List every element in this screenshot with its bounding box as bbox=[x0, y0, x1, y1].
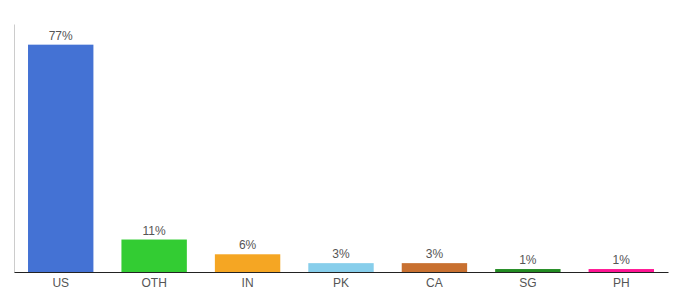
x-tick: IN bbox=[242, 276, 254, 290]
bar bbox=[215, 254, 280, 272]
data-label: 1% bbox=[519, 253, 537, 267]
x-tick-label: US bbox=[52, 276, 69, 290]
data-labels: 77% 11% 6% 3% 3% 1% 1% bbox=[49, 29, 631, 267]
x-tick: SG bbox=[519, 276, 536, 290]
y-axis bbox=[14, 25, 15, 273]
bar bbox=[121, 240, 186, 272]
x-tick: OTH bbox=[141, 276, 166, 290]
x-tick-label: OTH bbox=[141, 276, 166, 290]
data-label: 3% bbox=[426, 247, 444, 261]
x-tick-label: PK bbox=[333, 276, 349, 290]
y-axis-line bbox=[14, 25, 15, 273]
data-label: 77% bbox=[49, 29, 73, 43]
plot: US OTH IN PK CA SG PH 77% 11% 6% 3% 3% 1% 1% bbox=[15, 25, 669, 290]
bar bbox=[308, 263, 373, 272]
data-label: 6% bbox=[239, 238, 257, 252]
bar bbox=[495, 269, 560, 272]
data-label: 1% bbox=[613, 253, 631, 267]
x-tick: CA bbox=[426, 276, 443, 290]
x-tick: US bbox=[52, 276, 69, 290]
x-tick: PK bbox=[333, 276, 349, 290]
x-tick: PH bbox=[613, 276, 630, 290]
bar bbox=[28, 45, 93, 272]
x-tick-label: IN bbox=[242, 276, 254, 290]
x-tick-label: CA bbox=[426, 276, 443, 290]
bar bbox=[589, 269, 654, 272]
chart: US OTH IN PK CA SG PH 77% 11% 6% 3% 3% 1% 1% bbox=[0, 0, 680, 300]
x-axis: US OTH IN PK CA SG PH bbox=[15, 273, 669, 290]
data-label: 3% bbox=[332, 247, 350, 261]
data-label: 11% bbox=[143, 224, 166, 238]
bar bbox=[402, 263, 467, 272]
x-tick-label: PH bbox=[613, 276, 630, 290]
bars bbox=[28, 45, 654, 272]
x-tick-label: SG bbox=[519, 276, 536, 290]
x-axis-line bbox=[15, 272, 669, 273]
